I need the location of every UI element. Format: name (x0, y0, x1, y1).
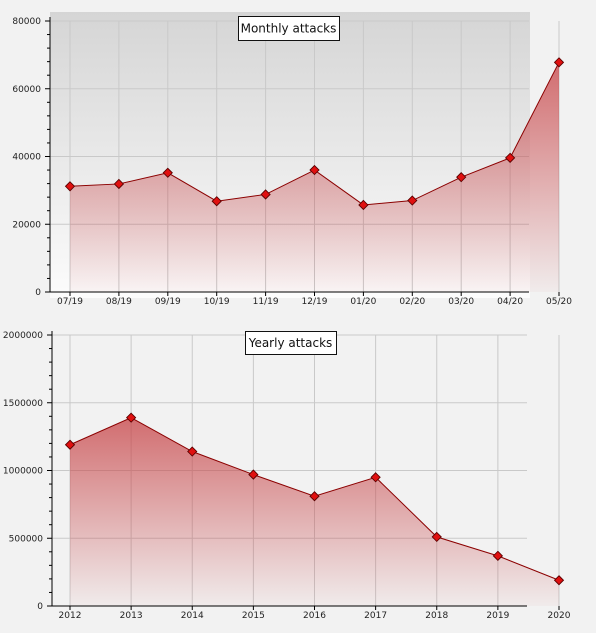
yearly-x-tick-label: 2016 (303, 611, 326, 621)
yearly-data-point (187, 446, 198, 457)
yearly-y-tick-label: 0 (37, 602, 43, 612)
monthly-data-point (64, 181, 76, 192)
monthly-x-tick-label: 02/20 (399, 297, 425, 307)
yearly-x-tick-label: 2012 (59, 611, 82, 621)
yearly-title-box (245, 331, 337, 355)
monthly-data-point (260, 189, 271, 200)
monthly-x-tick-label: 12/19 (302, 297, 328, 307)
monthly-data-point (504, 152, 516, 163)
monthly-series-area (70, 62, 559, 292)
yearly-attacks-chart: 0 500000 1000000 1500000 2000000 2012 2013 2014… (3, 331, 571, 621)
monthly-x-tick-label: 08/19 (106, 297, 132, 307)
monthly-data-point (113, 178, 125, 190)
yearly-x-tick-label: 2017 (364, 611, 387, 621)
yearly-x-tick-label: 2015 (242, 611, 265, 621)
monthly-y-tick-label: 80000 (12, 17, 41, 27)
monthly-x-tick-label: 01/20 (350, 297, 376, 307)
yearly-data-point (370, 472, 381, 483)
monthly-y-tick-label: 40000 (12, 153, 41, 163)
yearly-x-tick-label: 2018 (425, 611, 448, 621)
monthly-x-tick-label: 09/19 (155, 297, 181, 307)
yearly-x-tick-label: 2014 (181, 611, 204, 621)
monthly-data-point (456, 172, 467, 183)
monthly-x-tick-label: 07/19 (57, 297, 83, 307)
monthly-data-point (358, 199, 369, 211)
yearly-x-tick-label: 2020 (548, 611, 571, 621)
yearly-y-tick-label: 500000 (9, 534, 44, 544)
monthly-data-point (553, 57, 565, 68)
monthly-y-tick-label: 60000 (12, 85, 41, 95)
yearly-data-point (309, 491, 320, 502)
yearly-data-point (125, 412, 137, 423)
yearly-y-tick-label: 1500000 (3, 399, 43, 409)
yearly-y-tick-label: 2000000 (3, 331, 43, 341)
monthly-x-tick-label: 05/20 (546, 297, 572, 307)
yearly-data-point (248, 469, 259, 480)
monthly-data-point (162, 167, 173, 178)
monthly-data-point (407, 195, 418, 206)
yearly-data-point (492, 550, 504, 562)
yearly-data-point (553, 575, 565, 586)
yearly-chart-title: Yearly attacks (248, 336, 333, 350)
monthly-chart-title: Monthly attacks (241, 22, 337, 36)
monthly-x-tick-label: 10/19 (204, 297, 230, 307)
yearly-data-point (431, 531, 442, 543)
monthly-data-point (309, 164, 320, 176)
monthly-attacks-chart: 0 20000 40000 60000 80000 07/19 08/19 09/19 10/1… (12, 12, 572, 307)
yearly-y-tick-label: 1000000 (3, 467, 43, 477)
yearly-x-tick-label: 2013 (120, 611, 143, 621)
yearly-series-area (70, 417, 559, 606)
monthly-x-tick-label: 03/20 (448, 297, 474, 307)
monthly-y-tick-label: 20000 (12, 220, 41, 230)
yearly-x-tick-label: 2019 (486, 611, 509, 621)
monthly-y-tick-label: 0 (35, 288, 41, 298)
monthly-x-tick-label: 11/19 (253, 297, 279, 307)
monthly-x-tick-label: 04/20 (497, 297, 523, 307)
monthly-title-box (238, 16, 340, 41)
monthly-data-point (211, 196, 222, 207)
yearly-data-point (64, 439, 76, 450)
